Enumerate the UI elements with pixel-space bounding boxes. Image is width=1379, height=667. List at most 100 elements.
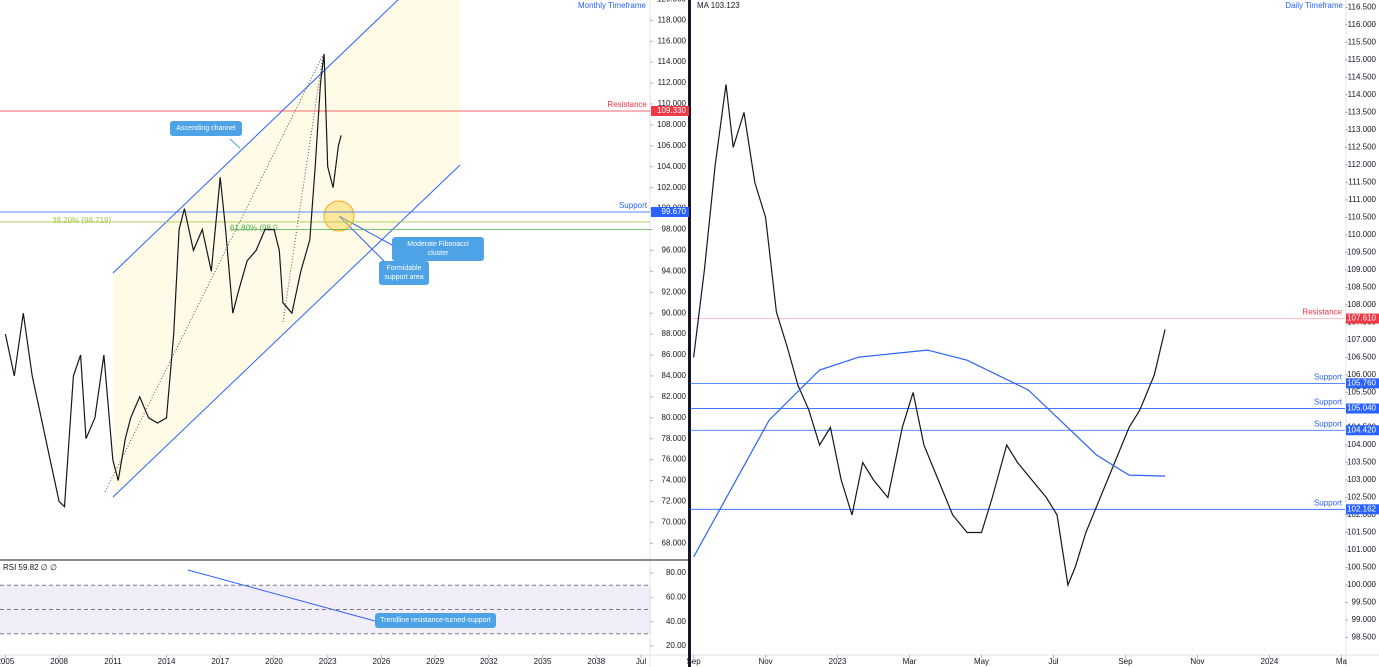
x-tick-label: Jul	[636, 657, 646, 666]
x-tick-label: Jul	[1048, 657, 1058, 666]
y-tick-label: 98.000	[662, 225, 687, 234]
y-tick-label: 103.500	[1347, 458, 1376, 467]
x-tick-label: 2023	[829, 657, 847, 666]
x-tick-label: 2008	[50, 657, 68, 666]
y-tick-label: 111.500	[1348, 178, 1376, 187]
y-tick-label: 112.000	[658, 78, 687, 87]
y-tick-label: 108.000	[1347, 300, 1376, 309]
x-tick-label: Nov	[758, 657, 772, 666]
y-tick-label: 84.000	[662, 371, 687, 380]
y-tick-label: 110.000	[658, 99, 687, 108]
y-tick-label: 103.000	[1347, 475, 1376, 484]
y-tick-label: 114.000	[1348, 90, 1377, 99]
x-tick-label: Nov	[1190, 657, 1204, 666]
level-label: Support	[619, 201, 648, 210]
callout: Trendline resistance-turned-support	[375, 613, 496, 628]
x-tick-label: May	[974, 657, 989, 666]
level-tag	[1346, 504, 1379, 515]
level-label: Support	[1314, 398, 1343, 407]
plot	[693, 84, 1166, 588]
y-tick-label: 92.000	[662, 287, 687, 296]
y-tick-label: 118.000	[658, 15, 687, 24]
y-tick-label: 110.000	[1348, 230, 1377, 239]
x-tick-label: 2038	[587, 657, 605, 666]
level-value: 105.040	[1347, 404, 1376, 413]
x-tick-label: 2024	[1261, 657, 1279, 666]
y-tick-label: 88.000	[662, 329, 687, 338]
y-tick-label: 116.000	[1348, 20, 1377, 29]
y-tick-label: 86.000	[662, 350, 687, 359]
y-tick-label: 111.000	[1348, 195, 1376, 204]
series-line	[693, 349, 1166, 558]
x-tick-label: Ma	[1336, 657, 1348, 666]
y-tick-label: 70.000	[662, 517, 687, 526]
plot	[4, 53, 342, 509]
y-tick-label: 72.000	[662, 497, 687, 506]
y-tick-label: 114.000	[658, 57, 687, 66]
callout-pointer	[229, 138, 241, 149]
y-tick-label: 104.000	[1347, 440, 1376, 449]
level-tag	[651, 105, 689, 116]
level-tag	[1346, 425, 1379, 436]
indicator-label: RSI 59.82 ∅ ∅	[3, 563, 57, 572]
y-tick-label: 74.000	[662, 476, 687, 485]
y-tick-label: 101.500	[1347, 528, 1376, 537]
y-tick-label: 40.00	[666, 617, 687, 626]
y-tick-label: 102.000	[1347, 510, 1376, 519]
x-tick-label: 2032	[480, 657, 498, 666]
y-tick-label: 94.000	[662, 266, 687, 275]
y-tick-label: 98.500	[1352, 633, 1377, 642]
x-tick-label: 2011	[104, 657, 122, 666]
y-tick-label: 108.000	[657, 120, 686, 129]
level-tag	[1346, 313, 1379, 324]
level-tag	[651, 207, 689, 218]
y-tick-label: 101.000	[1347, 545, 1376, 554]
x-tick-label: Mar	[903, 657, 917, 666]
y-tick-label: 116.500	[1348, 2, 1377, 11]
y-tick-label: 109.000	[1347, 265, 1376, 274]
level-value: 105.760	[1347, 378, 1376, 387]
fib-label: 61.80% (98.0	[230, 224, 278, 233]
fib-label: 38.20% (98.719)	[52, 216, 111, 225]
callout: Moderate Fibonacci cluster	[392, 237, 484, 261]
y-tick-label: 120.000	[657, 0, 686, 3]
callout: Formidable support area	[379, 261, 429, 285]
y-tick-label: 108.500	[1347, 283, 1376, 292]
y-tick-label: 102.000	[657, 183, 686, 192]
y-tick-label: 112.500	[1348, 142, 1377, 151]
chart-title: Daily Timeframe	[1285, 1, 1343, 10]
y-tick-label: 112.000	[1348, 160, 1377, 169]
level-value: 107.610	[1347, 314, 1376, 323]
level-label: Support	[1314, 419, 1343, 428]
x-tick-label: 2020	[265, 657, 283, 666]
fib-trend	[104, 54, 324, 493]
level-value: 109.330	[657, 106, 686, 115]
y-tick-label: 102.500	[1347, 493, 1376, 502]
y-tick-label: 68.000	[662, 538, 687, 547]
y-tick-label: 99.000	[1352, 615, 1377, 624]
level-label: Support	[1314, 372, 1343, 381]
y-tick-label: 76.000	[662, 455, 687, 464]
y-tick-label: 60.00	[666, 593, 687, 602]
level-value: 99.670	[662, 207, 687, 216]
y-tick-label: 100.000	[1347, 580, 1376, 589]
level-label: Resistance	[607, 100, 647, 109]
x-tick-label: Sep	[1118, 657, 1133, 666]
y-tick-label: 109.500	[1347, 248, 1376, 257]
y-tick-label: 115.500	[1348, 37, 1377, 46]
y-tick-label: 99.500	[1352, 598, 1377, 607]
series-line	[693, 84, 1166, 588]
callout: Ascending channel	[170, 121, 242, 136]
x-tick-label: 2035	[534, 657, 552, 666]
y-tick-label: 96.000	[662, 246, 687, 255]
x-tick-label: 2029	[426, 657, 444, 666]
y-tick-label: 78.000	[662, 434, 687, 443]
x-tick-label: Sep	[686, 657, 701, 666]
y-tick-label: 80.00	[666, 568, 687, 577]
x-tick-label: 2026	[373, 657, 391, 666]
level-tag	[1346, 403, 1379, 414]
y-tick-label: 20.00	[666, 641, 687, 650]
x-tick-label: 2005	[0, 657, 15, 666]
y-tick-label: 80.000	[662, 413, 687, 422]
